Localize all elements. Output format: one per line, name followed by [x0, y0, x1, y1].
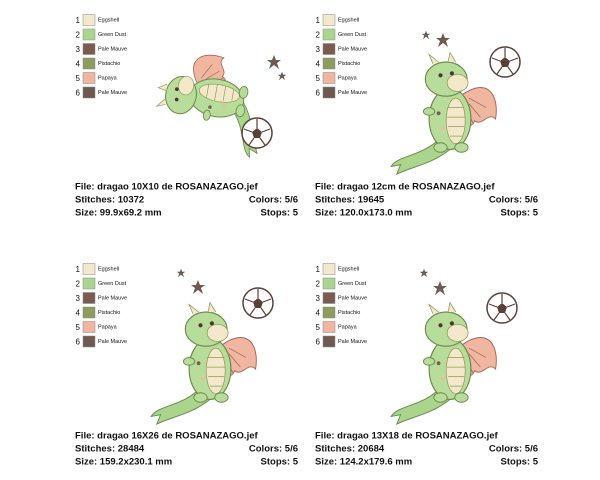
color-name: Pale Mauve — [338, 90, 367, 96]
color-count: Colors: 5/6 — [489, 195, 538, 206]
stitch-count: Stitches: 28484 — [75, 444, 145, 455]
color-swatch — [322, 72, 336, 84]
file-name: File: dragao 10X10 de ROSANAZAGO.jef — [75, 182, 258, 193]
stitch-count: Stitches: 19645 — [315, 195, 385, 206]
color-name: Green Dust — [98, 281, 127, 287]
file-name: File: dragao 13X18 de ROSANAZAGO.jef — [315, 431, 498, 442]
artwork-1 — [148, 46, 287, 159]
stop-count: Stops: 5 — [501, 457, 539, 468]
color-swatch — [322, 292, 336, 304]
color-number: 3 — [76, 294, 81, 303]
artwork-4 — [390, 268, 518, 425]
color-name: Papaya — [98, 324, 118, 330]
color-name: Papaya — [338, 324, 358, 330]
color-number: 5 — [316, 74, 321, 83]
stop-count: Stops: 5 — [261, 457, 299, 468]
color-name: Pistachio — [338, 61, 360, 67]
color-count: Colors: 5/6 — [489, 444, 538, 455]
color-number: 3 — [316, 294, 321, 303]
color-number: 2 — [316, 31, 321, 40]
color-number: 4 — [76, 60, 81, 69]
color-name: Eggshell — [98, 266, 119, 272]
color-number: 1 — [76, 16, 81, 25]
color-swatch — [82, 335, 96, 348]
stop-count: Stops: 5 — [501, 208, 539, 219]
color-swatch — [322, 86, 336, 99]
design-size: Size: 124.2x179.6 mm — [315, 457, 412, 468]
color-number: 6 — [76, 89, 81, 98]
color-name: Pale Mauve — [338, 295, 367, 301]
design-size: Size: 120.0x173.0 mm — [315, 208, 412, 219]
color-name: Green Dust — [98, 32, 127, 38]
color-count: Colors: 5/6 — [249, 444, 298, 455]
design-size: Size: 159.2x230.1 mm — [75, 457, 172, 468]
color-number: 1 — [316, 265, 321, 274]
color-swatch — [82, 263, 96, 275]
color-number: 3 — [316, 45, 321, 54]
artwork-3 — [150, 268, 274, 425]
color-swatch — [82, 321, 96, 333]
color-name: Eggshell — [338, 17, 359, 23]
color-swatch — [82, 72, 96, 84]
color-name: Pistachio — [98, 310, 120, 316]
color-number: 2 — [76, 31, 81, 40]
color-number: 5 — [76, 323, 81, 332]
color-name: Pale Mauve — [338, 46, 367, 52]
color-swatch — [82, 86, 96, 99]
color-name: Pistachio — [98, 61, 120, 67]
color-swatch — [82, 43, 96, 55]
color-number: 4 — [316, 60, 321, 69]
color-number: 6 — [76, 338, 81, 347]
artwork-2 — [390, 30, 521, 175]
color-name: Green Dust — [338, 281, 367, 287]
color-swatch — [322, 335, 336, 348]
color-name: Papaya — [338, 75, 358, 81]
color-swatch — [322, 43, 336, 55]
color-swatch — [322, 263, 336, 275]
color-number: 2 — [316, 280, 321, 289]
file-name: File: dragao 12cm de ROSANAZAGO.jef — [315, 182, 495, 193]
color-swatch — [322, 277, 336, 290]
color-swatch — [82, 292, 96, 304]
color-name: Pale Mauve — [338, 339, 367, 345]
file-name: File: dragao 16X26 de ROSANAZAGO.jef — [75, 431, 258, 442]
color-number: 3 — [76, 45, 81, 54]
color-swatch — [322, 306, 336, 319]
color-name: Eggshell — [338, 266, 359, 272]
color-number: 5 — [76, 74, 81, 83]
design-size: Size: 99.9x69.2 mm — [75, 208, 162, 219]
color-name: Pistachio — [338, 310, 360, 316]
color-name: Eggshell — [98, 17, 119, 23]
color-number: 1 — [76, 265, 81, 274]
color-name: Green Dust — [338, 32, 367, 38]
color-name: Pale Mauve — [98, 295, 127, 301]
color-swatch — [82, 28, 96, 41]
color-name: Papaya — [98, 75, 118, 81]
color-number: 4 — [316, 309, 321, 318]
color-swatch — [322, 28, 336, 41]
color-swatch — [82, 57, 96, 70]
color-swatch — [322, 321, 336, 333]
color-number: 4 — [76, 309, 81, 318]
color-number: 1 — [316, 16, 321, 25]
color-swatch — [82, 14, 96, 26]
color-swatch — [82, 277, 96, 290]
color-name: Pale Mauve — [98, 90, 127, 96]
stitch-count: Stitches: 10372 — [75, 195, 144, 206]
color-name: Pale Mauve — [98, 339, 127, 345]
stitch-count: Stitches: 20684 — [315, 444, 385, 455]
color-swatch — [322, 14, 336, 26]
color-number: 2 — [76, 280, 81, 289]
color-name: Pale Mauve — [98, 46, 127, 52]
color-count: Colors: 5/6 — [249, 195, 298, 206]
stop-count: Stops: 5 — [261, 208, 299, 219]
color-swatch — [82, 306, 96, 319]
color-number: 6 — [316, 89, 321, 98]
color-number: 6 — [316, 338, 321, 347]
color-swatch — [322, 57, 336, 70]
color-number: 5 — [316, 323, 321, 332]
